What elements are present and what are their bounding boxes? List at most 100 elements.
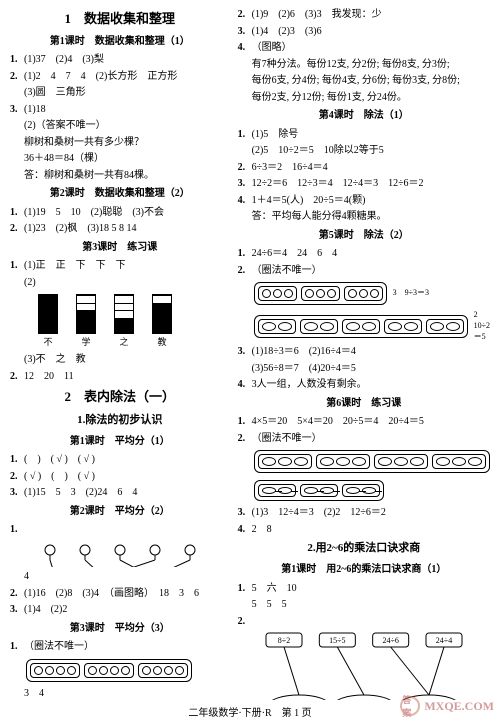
group [374,454,428,469]
item-text: (1)18 [24,104,46,115]
item-text: (1)2 4 7 4 (2)长方形 正方形 [24,71,177,82]
shape-spoon [262,487,276,494]
item-text: 答：柳树和桑树一共有84棵。 [24,170,154,181]
item-number: 3. [238,177,252,191]
shape-circle [110,666,119,675]
text-line: 每份6支, 分4份; 每份4支, 分6份; 每份3支, 分8份; [238,74,490,88]
shape-oval [388,322,402,331]
bar-column [76,294,96,334]
bar: 不 [38,294,58,348]
item-text: （圈法不唯一） [252,433,322,444]
text-line: 3 4 [10,687,230,701]
text-line: 每份2支, 分12份; 每份1支, 分24份。 [238,91,490,105]
text-line: 4.1＋4＝5(人) 20÷5＝4(颗) [238,194,490,208]
shape-spoon [362,487,376,494]
shape-oval [320,457,334,466]
group [384,319,422,334]
shape-oval [320,322,334,331]
item-text: (3)圆 三角形 [24,87,86,98]
matching-diagram: 8÷215÷524÷624÷4二四得八三五十五四六二十四 [254,631,474,700]
group [342,319,380,334]
lesson-title: 第3课时 平均分（3） [10,622,230,636]
item-number: 1. [10,523,24,537]
shape-spoon [278,487,292,494]
group [84,663,134,678]
group [258,286,297,301]
group-label: 3 9÷3＝3 [393,288,429,299]
shape-oval [410,457,424,466]
item-text: (1)3 12÷4＝3 (2)2 12÷6＝2 [252,507,386,518]
text-line: 2.(1)2 4 7 4 (2)长方形 正方形 [10,70,230,84]
shape-circle [316,289,325,298]
text-line: 3.12÷2＝6 12÷3＝4 12÷4＝3 12÷6＝2 [238,177,490,191]
group [258,484,296,497]
shape-circle [262,289,271,298]
shape-oval [452,457,466,466]
item-text: (2)（答案不唯一） [24,120,106,131]
shape-circle [45,666,54,675]
text-line: 3.(1)4 (2)3 (3)6 [238,25,490,39]
text-line: 4.2 8 [238,523,490,537]
watermark-text: MXQE.COM [424,699,494,714]
shape-oval [336,457,350,466]
text-line: (3)56÷8＝7 (4)20÷4＝5 [238,362,490,376]
text-line: 36＋48＝84（棵） [10,152,230,166]
item-number: 3. [10,603,24,617]
text-line: 2.（圈法不唯一） [238,432,490,446]
text-line: 4.3人一组，人数没有剩余。 [238,378,490,392]
item-text: (1)9 (2)6 (3)3 我发现：少 [252,9,382,20]
watermark: 答案 MXQE.COM [400,696,494,716]
text-line: 2.12 20 11 [10,370,230,384]
text-line: (2)（答案不唯一） [10,119,230,133]
item-number: 3. [10,486,24,500]
text-line: 2.6÷3＝2 16÷4＝4 [238,161,490,175]
item-number: 1. [10,453,24,467]
item-text: 24÷6＝4 24 6 4 [252,248,338,259]
shape-oval [352,457,366,466]
text-line: 3.(1)18 [10,103,230,117]
item-number: 1. [238,247,252,261]
item-text: (1)4 (2)3 (3)6 [252,26,322,37]
item-text: 每份2支, 分12份; 每份1支, 分24份。 [252,92,407,103]
text-line: 答：柳树和桑树一共有84棵。 [10,169,230,183]
item-text: 1＋4＝5(人) 20÷5＝4(颗) [252,195,366,206]
lesson-title: 第1课时 平均分（1） [10,435,230,449]
shape-circle [121,666,130,675]
item-number: 2. [238,8,252,22]
text-line: 有7种分法。每份12支, 分2份; 每份8支, 分3份; [238,58,490,72]
lesson-title: 第6课时 练习课 [238,397,490,411]
bar-column [114,294,134,334]
svg-text:15÷5: 15÷5 [329,636,345,645]
shape-oval [304,322,318,331]
item-text: (1)23 (2)枫 (3)18 5 8 14 [24,223,136,234]
shape-oval [404,322,418,331]
bar-label: 教 [157,336,166,348]
shape-spoon [320,487,334,494]
text-line: 1.（圈法不唯一） [10,640,230,654]
item-number: 2. [10,370,24,384]
item-number: 2. [10,470,24,484]
item-text: 36＋48＝84（棵） [24,153,104,164]
group [258,454,312,469]
shape-circle [153,666,162,675]
text-line: 答：平均每人能分得4颗糖果。 [238,210,490,224]
shape-oval [346,322,360,331]
text-line: (2)5 10÷2＝5 10除以2等于5 [238,144,490,158]
item-text: 3人一组，人数没有剩余。 [252,379,367,390]
shape-oval [378,457,392,466]
bar: 教 [152,294,172,348]
svg-text:8÷2: 8÷2 [278,636,290,645]
watermark-icon: 答案 [400,696,420,716]
text-line: 1.(1)5 除号 [238,128,490,142]
item-text: (2)5 10÷2＝5 10除以2等于5 [252,145,384,156]
item-number: 3. [238,25,252,39]
item-text: 6÷3＝2 16÷4＝4 [252,162,328,173]
group [300,484,338,497]
item-text: (2) [24,277,36,288]
group [30,663,80,678]
text-line: 2.(1)23 (2)枫 (3)18 5 8 14 [10,222,230,236]
shape-circle [99,666,108,675]
shape-oval [430,322,444,331]
shape-oval [262,322,276,331]
shape-circle [88,666,97,675]
